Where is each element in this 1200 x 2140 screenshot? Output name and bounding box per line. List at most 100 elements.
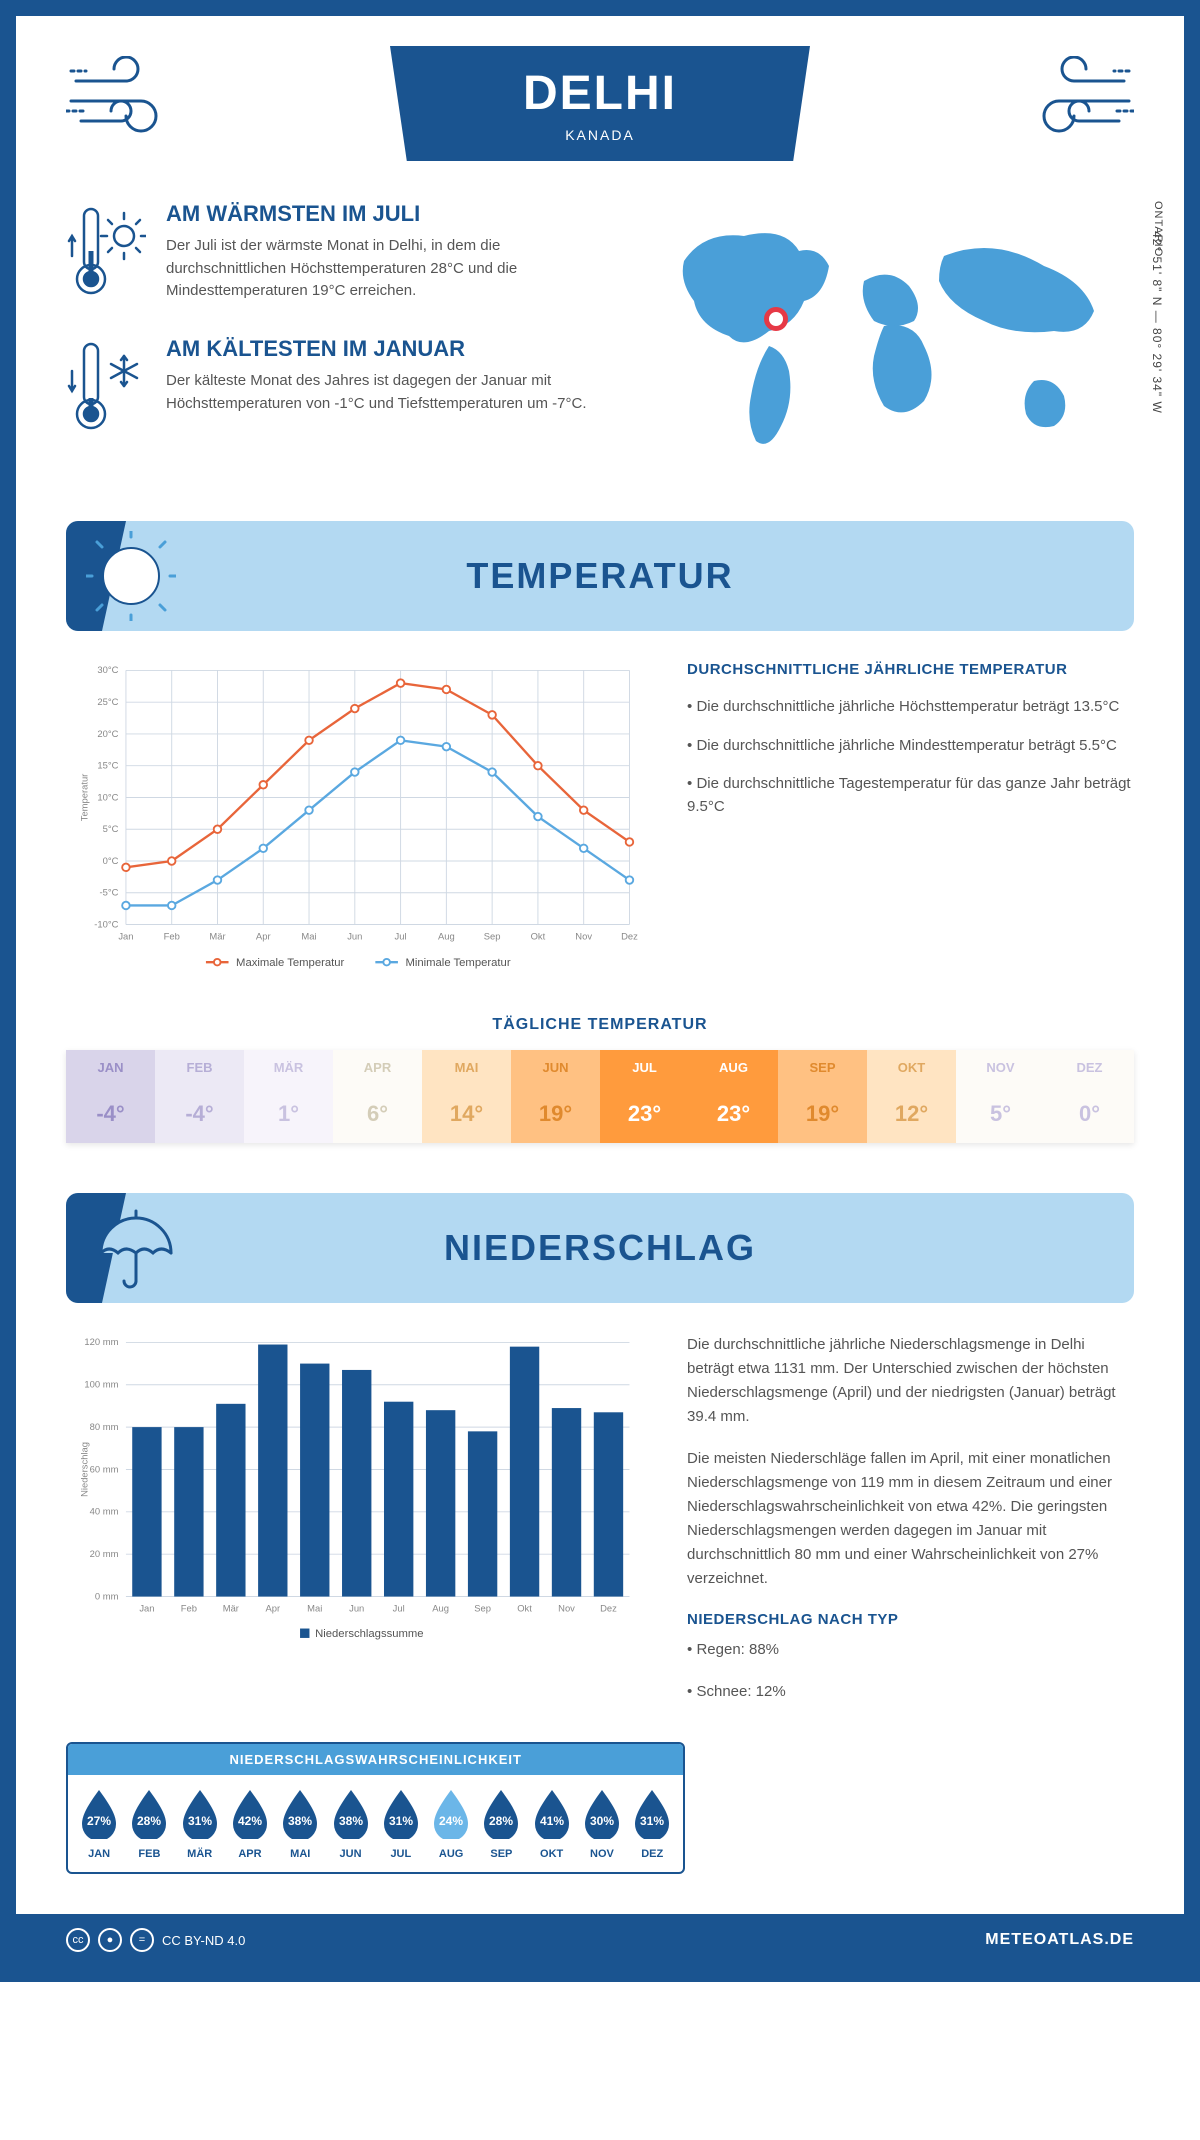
prob-drop: 31% MÄR: [177, 1787, 223, 1860]
precip-para-1: Die durchschnittliche jährliche Niedersc…: [687, 1333, 1134, 1429]
temp-table-cell: DEZ0°: [1045, 1050, 1134, 1143]
svg-text:38%: 38%: [288, 1814, 312, 1828]
temperature-line-chart: -10°C-5°C0°C5°C10°C15°C20°C25°C30°CJanFe…: [66, 661, 647, 986]
header: DELHI KANADA: [66, 46, 1134, 161]
svg-text:Niederschlagssumme: Niederschlagssumme: [315, 1628, 423, 1640]
svg-text:20 mm: 20 mm: [90, 1548, 119, 1559]
warmest-title: AM WÄRMSTEN IM JULI: [166, 201, 614, 227]
svg-text:Jan: Jan: [139, 1603, 154, 1614]
svg-text:Jul: Jul: [393, 1603, 405, 1614]
coords-label: 42° 51' 8" N — 80° 29' 34" W: [1150, 231, 1164, 414]
svg-text:Mai: Mai: [307, 1603, 322, 1614]
temp-bullet-3: • Die durchschnittliche Tagestemperatur …: [687, 773, 1134, 818]
svg-text:Maximale Temperatur: Maximale Temperatur: [236, 957, 344, 969]
svg-text:Okt: Okt: [531, 931, 546, 942]
temp-summary-heading: DURCHSCHNITTLICHE JÄHRLICHE TEMPERATUR: [687, 661, 1134, 678]
precip-probability-box: NIEDERSCHLAGSWAHRSCHEINLICHKEIT 27% JAN …: [66, 1742, 685, 1874]
temp-table-cell: FEB-4°: [155, 1050, 244, 1143]
svg-text:28%: 28%: [489, 1814, 513, 1828]
temp-table-cell: AUG23°: [689, 1050, 778, 1143]
svg-text:80 mm: 80 mm: [90, 1421, 119, 1432]
daily-temp-heading: TÄGLICHE TEMPERATUR: [66, 1016, 1134, 1034]
svg-text:27%: 27%: [87, 1814, 111, 1828]
prob-drop: 38% JUN: [327, 1787, 373, 1860]
country-subtitle: KANADA: [470, 127, 730, 143]
sun-icon: [86, 531, 176, 621]
svg-text:Jun: Jun: [349, 1603, 364, 1614]
temp-table-cell: MAI14°: [422, 1050, 511, 1143]
prob-drop: 28% FEB: [126, 1787, 172, 1860]
section-title-temp: TEMPERATUR: [66, 555, 1134, 597]
svg-text:Sep: Sep: [484, 931, 501, 942]
svg-text:Feb: Feb: [164, 931, 180, 942]
temp-table-cell: JUN19°: [511, 1050, 600, 1143]
precip-type-heading: NIEDERSCHLAG NACH TYP: [687, 1611, 1134, 1628]
precipitation-bar-chart: 0 mm 20 mm 40 mm 60 mm 80 mm 100 mm 120 mm Jan F…: [66, 1333, 647, 1722]
svg-text:31%: 31%: [389, 1814, 413, 1828]
svg-text:100 mm: 100 mm: [84, 1379, 118, 1390]
cc-icon: cc: [66, 1928, 90, 1952]
temp-table-cell: JAN-4°: [66, 1050, 155, 1143]
temp-table-cell: JUL23°: [600, 1050, 689, 1143]
title-banner: DELHI KANADA: [390, 46, 810, 161]
svg-text:10°C: 10°C: [97, 791, 118, 802]
svg-text:Nov: Nov: [575, 931, 592, 942]
svg-text:0°C: 0°C: [103, 855, 119, 866]
svg-text:31%: 31%: [640, 1814, 664, 1828]
svg-text:Niederschlag: Niederschlag: [78, 1442, 89, 1497]
precip-type-1: • Regen: 88%: [687, 1638, 1134, 1662]
prob-drop: 30% NOV: [579, 1787, 625, 1860]
temp-table-cell: SEP19°: [778, 1050, 867, 1143]
svg-text:Temperatur: Temperatur: [78, 774, 89, 822]
svg-text:Mär: Mär: [209, 931, 225, 942]
precip-para-2: Die meisten Niederschläge fallen im Apri…: [687, 1447, 1134, 1591]
temp-table-cell: MÄR1°: [244, 1050, 333, 1143]
svg-text:Jun: Jun: [347, 931, 362, 942]
license: cc ● = CC BY-ND 4.0: [66, 1928, 245, 1952]
svg-text:Jul: Jul: [395, 931, 407, 942]
nd-icon: =: [130, 1928, 154, 1952]
prob-drop: 41% OKT: [529, 1787, 575, 1860]
svg-text:-5°C: -5°C: [99, 887, 118, 898]
footer: cc ● = CC BY-ND 4.0 METEOATLAS.DE: [16, 1914, 1184, 1966]
svg-text:30°C: 30°C: [97, 664, 118, 675]
svg-text:15°C: 15°C: [97, 760, 118, 771]
world-map: ONTARIO 42° 51' 8" N — 80° 29' 34" W: [654, 201, 1134, 481]
svg-text:31%: 31%: [188, 1814, 212, 1828]
svg-text:38%: 38%: [339, 1814, 363, 1828]
warmest-text: Der Juli ist der wärmste Monat in Delhi,…: [166, 235, 614, 303]
warmest-fact: AM WÄRMSTEN IM JULI Der Juli ist der wär…: [66, 201, 614, 306]
temp-bullet-1: • Die durchschnittliche jährliche Höchst…: [687, 696, 1134, 719]
umbrella-icon: [86, 1203, 176, 1293]
svg-text:42%: 42%: [238, 1814, 262, 1828]
prob-drop: 28% SEP: [478, 1787, 524, 1860]
svg-text:60 mm: 60 mm: [90, 1463, 119, 1474]
svg-text:120 mm: 120 mm: [84, 1336, 118, 1347]
coldest-title: AM KÄLTESTEN IM JANUAR: [166, 336, 614, 362]
section-title-precip: NIEDERSCHLAG: [66, 1227, 1134, 1269]
svg-text:28%: 28%: [137, 1814, 161, 1828]
svg-text:Jan: Jan: [118, 931, 133, 942]
svg-text:Dez: Dez: [600, 1603, 617, 1614]
by-icon: ●: [98, 1928, 122, 1952]
svg-text:Feb: Feb: [181, 1603, 197, 1614]
city-title: DELHI: [470, 66, 730, 121]
svg-text:Apr: Apr: [265, 1603, 280, 1614]
svg-text:Mär: Mär: [223, 1603, 239, 1614]
prob-drop: 31% JUL: [378, 1787, 424, 1860]
wind-icon: [66, 56, 186, 146]
svg-text:Sep: Sep: [474, 1603, 491, 1614]
section-temperature: TEMPERATUR: [66, 521, 1134, 631]
wind-icon: [1014, 56, 1134, 146]
svg-text:40 mm: 40 mm: [90, 1506, 119, 1517]
svg-text:Apr: Apr: [256, 931, 271, 942]
svg-text:0 mm: 0 mm: [95, 1590, 119, 1601]
svg-text:Aug: Aug: [432, 1603, 449, 1614]
svg-text:Okt: Okt: [517, 1603, 532, 1614]
temp-table-cell: OKT12°: [867, 1050, 956, 1143]
daily-temp-table: JAN-4°FEB-4°MÄR1°APR6°MAI14°JUN19°JUL23°…: [66, 1050, 1134, 1143]
prob-drop: 38% MAI: [277, 1787, 323, 1860]
temp-bullet-2: • Die durchschnittliche jährliche Mindes…: [687, 735, 1134, 758]
thermometer-cold-icon: [66, 336, 146, 441]
svg-text:20°C: 20°C: [97, 728, 118, 739]
